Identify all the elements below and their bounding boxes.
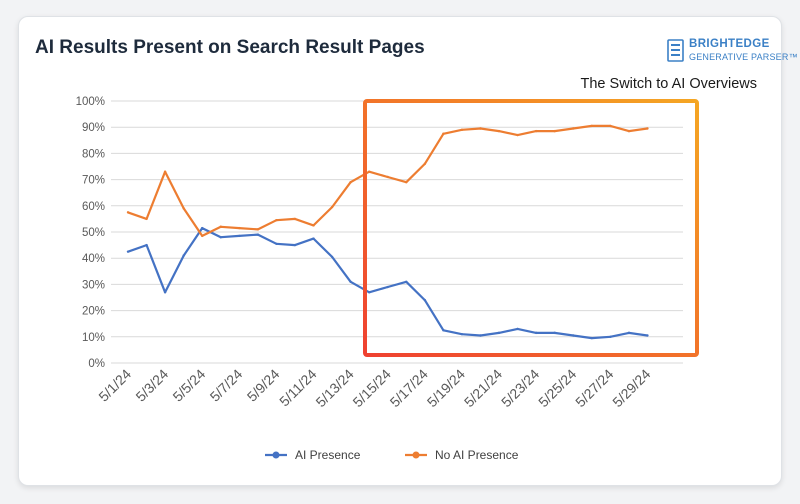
data-point — [312, 224, 315, 227]
brightedge-logo: BRIGHTEDGE GENERATIVE PARSER™ — [667, 37, 798, 67]
data-point — [367, 170, 371, 173]
data-point — [330, 205, 334, 209]
data-point — [572, 334, 575, 337]
x-tick-label: 5/19/24 — [424, 366, 468, 410]
data-point — [646, 334, 649, 337]
data-point — [423, 298, 427, 302]
data-point — [405, 280, 408, 283]
x-tick-label: 5/13/24 — [312, 366, 356, 410]
y-tick-label: 70% — [82, 175, 105, 187]
data-point — [182, 254, 185, 257]
data-point — [534, 129, 538, 133]
data-point — [349, 280, 352, 283]
data-point — [609, 124, 612, 128]
data-point — [423, 162, 427, 166]
chart-card: AI Results Present on Search Result Page… — [18, 16, 798, 486]
data-point — [627, 331, 631, 335]
data-point — [182, 207, 185, 210]
data-point — [293, 217, 297, 221]
data-point — [126, 250, 130, 253]
line-chart: 0%10%20%30%40%50%60%70%80%90%100%5/1/245… — [76, 76, 757, 462]
data-point — [460, 332, 464, 336]
y-tick-label: 90% — [82, 122, 105, 134]
data-point — [349, 181, 352, 184]
y-tick-label: 50% — [82, 227, 105, 239]
x-tick-label: 5/23/24 — [498, 366, 542, 410]
y-tick-label: 100% — [76, 96, 105, 108]
data-point — [553, 331, 556, 335]
data-point — [590, 336, 593, 340]
data-point — [516, 133, 519, 137]
data-point — [516, 327, 519, 331]
data-point — [219, 225, 222, 228]
logo-wordmark: BRIGHTEDGE — [689, 38, 770, 50]
data-point — [627, 129, 631, 133]
data-point — [572, 127, 575, 130]
data-point — [497, 331, 501, 335]
x-tick-label: 5/15/24 — [349, 366, 393, 410]
x-tick-label: 5/7/24 — [207, 366, 246, 405]
data-point — [145, 217, 148, 221]
data-point — [460, 128, 464, 132]
y-tick-label: 40% — [82, 253, 105, 265]
data-point — [201, 234, 204, 238]
data-point — [534, 331, 538, 335]
data-point — [126, 211, 130, 214]
x-tick-label: 5/27/24 — [572, 366, 616, 410]
data-point — [479, 334, 482, 337]
data-point — [201, 226, 204, 230]
data-point — [590, 124, 593, 128]
data-point — [497, 129, 501, 133]
x-tick-label: 5/5/24 — [169, 366, 208, 405]
data-point — [256, 233, 260, 236]
data-point — [238, 234, 241, 238]
y-tick-label: 10% — [82, 332, 105, 344]
x-tick-label: 5/11/24 — [276, 366, 320, 410]
x-tick-label: 5/25/24 — [535, 366, 579, 410]
data-point — [442, 132, 445, 135]
page-title: AI Results Present on Search Result Page… — [35, 37, 425, 58]
data-point — [293, 243, 297, 247]
legend-ai-presence-label: AI Presence — [295, 448, 361, 462]
data-point — [386, 285, 389, 289]
y-tick-label: 20% — [82, 306, 105, 318]
x-tick-label: 5/3/24 — [132, 366, 171, 405]
y-tick-label: 60% — [82, 201, 105, 213]
x-tick-label: 5/1/24 — [95, 366, 134, 405]
x-tick-label: 5/21/24 — [461, 366, 505, 410]
data-point — [145, 243, 148, 247]
data-point — [386, 175, 389, 179]
data-point — [238, 226, 241, 230]
data-point — [163, 291, 167, 294]
data-point — [646, 127, 649, 130]
data-point — [330, 255, 334, 259]
legend-no-ai-presence-marker — [412, 451, 420, 459]
data-point — [405, 181, 408, 184]
logo-subtitle: GENERATIVE PARSER™ — [689, 52, 798, 62]
x-tick-label: 5/29/24 — [609, 366, 653, 410]
legend-ai-presence-marker — [272, 451, 280, 459]
data-point — [219, 236, 222, 239]
data-point — [275, 219, 278, 222]
y-tick-label: 80% — [82, 148, 105, 160]
data-point — [312, 237, 315, 240]
x-tick-label: 5/17/24 — [387, 366, 431, 410]
data-point — [256, 228, 260, 231]
data-point — [367, 291, 371, 294]
series-line-ai-presence — [127, 227, 648, 340]
data-point — [163, 170, 167, 173]
y-tick-label: 0% — [88, 358, 105, 370]
legend-no-ai-presence-label: No AI Presence — [435, 448, 519, 462]
data-point — [479, 127, 482, 130]
highlight-box — [363, 99, 699, 357]
data-point — [275, 242, 278, 245]
data-point — [442, 329, 445, 332]
data-point — [609, 335, 612, 338]
annotation-label: The Switch to AI Overviews — [581, 76, 757, 92]
y-tick-label: 30% — [82, 279, 105, 291]
series-line-no-ai-presence — [127, 124, 648, 237]
data-point — [553, 129, 556, 133]
brightedge-logo-icon — [667, 39, 684, 62]
